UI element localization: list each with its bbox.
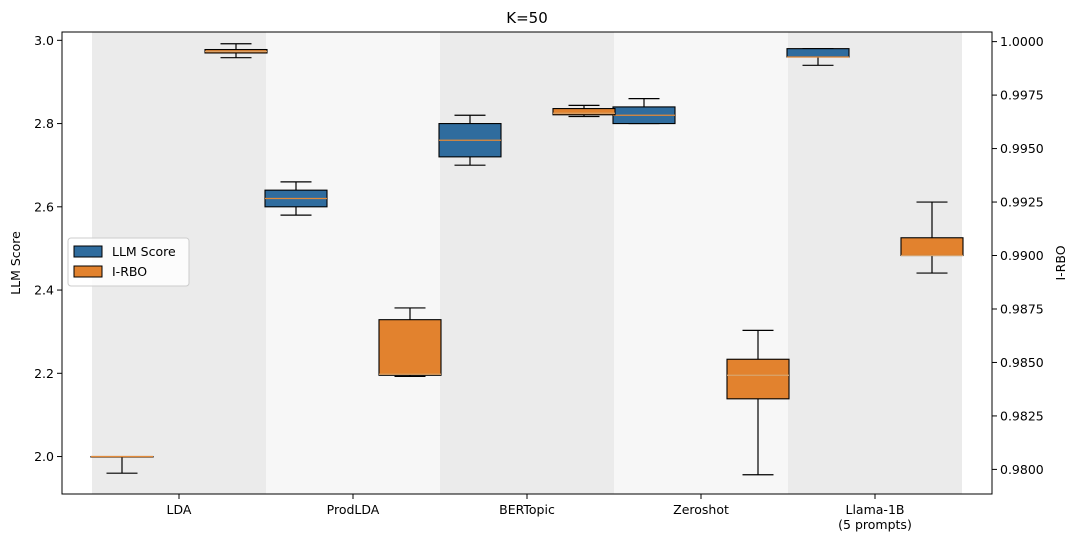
y2-tick-label: 0.9925 [1000, 195, 1044, 210]
legend: LLM Score I-RBO [67, 237, 190, 287]
category-band [440, 32, 614, 494]
box-iqr [900, 237, 964, 257]
y2-tick-label: 0.9975 [1000, 88, 1044, 103]
box-iqr [726, 358, 790, 400]
box-llm-score [786, 48, 850, 66]
category-band [788, 32, 962, 494]
y2-tick-label: 0.9800 [1000, 462, 1044, 477]
legend-swatch [73, 265, 103, 278]
y-tick-label: 2.0 [34, 449, 54, 464]
x-tick-label: Llama-1B (5 prompts) [838, 502, 912, 532]
y2-tick-label: 1.0000 [1000, 34, 1044, 49]
box-llm-score [264, 181, 328, 216]
y2-tick-label: 0.9950 [1000, 141, 1044, 156]
box-iqr [786, 48, 850, 58]
y-tick-label: 2.4 [34, 283, 54, 298]
x-tick-label: ProdLDA [327, 502, 380, 517]
y2-tick-label: 0.9825 [1000, 408, 1044, 423]
x-tick-label: BERTopic [499, 502, 555, 517]
x-tick-label: LDA [167, 502, 192, 517]
box-iqr [378, 319, 442, 376]
box-i-rbo [900, 201, 964, 274]
box-i-rbo [726, 329, 790, 476]
y-tick-label: 2.6 [34, 199, 54, 214]
y2-axis-label: I-RBO [1053, 245, 1068, 280]
y-tick-label: 3.0 [34, 33, 54, 48]
legend-swatch [73, 245, 103, 258]
y2-tick-label: 0.9900 [1000, 248, 1044, 263]
category-band [614, 32, 788, 494]
y-axis-label: LLM Score [8, 231, 23, 295]
x-tick-label: Zeroshot [673, 502, 729, 517]
box-iqr [552, 108, 616, 116]
y2-tick-label: 0.9850 [1000, 355, 1044, 370]
box-i-rbo [204, 43, 268, 59]
category-band [266, 32, 440, 494]
box-llm-score [612, 97, 676, 125]
box-i-rbo [552, 104, 616, 118]
chart-title: K=50 [506, 9, 548, 27]
y-tick-label: 2.8 [34, 116, 54, 131]
y2-tick-label: 0.9875 [1000, 301, 1044, 316]
box-llm-score [90, 455, 154, 474]
box-i-rbo [378, 307, 442, 377]
y-tick-label: 2.2 [34, 366, 54, 381]
legend-label: I-RBO [112, 264, 147, 279]
box-llm-score [438, 114, 502, 166]
legend-label: LLM Score [112, 244, 176, 259]
